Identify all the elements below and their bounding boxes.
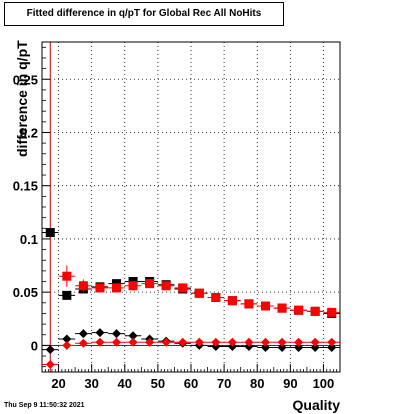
square-marker xyxy=(211,292,221,302)
diamond-marker xyxy=(95,337,105,347)
y-axis-label: difference in q/pT xyxy=(14,40,30,157)
diamond-marker xyxy=(128,337,138,347)
diamond-marker xyxy=(327,343,337,353)
diamond-marker xyxy=(45,345,55,355)
x-tick-label: 70 xyxy=(217,376,231,391)
x-tick-label: 100 xyxy=(313,376,335,391)
diamond-marker xyxy=(261,343,270,353)
diamond-marker xyxy=(178,337,188,347)
diamond-marker xyxy=(112,337,121,347)
y-tick-label: 0.05 xyxy=(13,285,38,300)
square-marker xyxy=(327,307,337,317)
x-tick-label: 80 xyxy=(250,376,264,391)
diamond-marker xyxy=(327,337,337,347)
square-marker xyxy=(261,301,270,311)
diamond-marker xyxy=(78,338,88,348)
square-marker xyxy=(310,306,320,316)
diamond-marker xyxy=(294,343,304,353)
square-marker xyxy=(161,281,171,291)
diamond-marker xyxy=(95,328,105,338)
x-tick-label: 20 xyxy=(51,376,65,391)
diamond-marker xyxy=(261,337,270,347)
x-tick-label: 60 xyxy=(184,376,198,391)
timestamp: Thu Sep 9 11:50:32 2021 xyxy=(4,402,85,409)
diamond-marker xyxy=(78,329,88,339)
square-marker xyxy=(128,281,138,291)
diamond-marker xyxy=(211,337,221,347)
square-marker xyxy=(62,290,72,300)
chart-title: Fitted difference in q/pT for Global Rec… xyxy=(4,2,284,26)
diamond-marker xyxy=(244,337,254,347)
x-tick-label: 50 xyxy=(151,376,165,391)
diamond-marker xyxy=(277,343,287,353)
square-marker xyxy=(62,271,72,281)
square-marker xyxy=(194,288,204,298)
diamond-marker xyxy=(227,337,237,347)
y-tick-label: 0.25 xyxy=(13,72,38,87)
square-marker xyxy=(145,279,155,289)
diamond-marker xyxy=(161,337,171,347)
square-marker xyxy=(178,283,188,293)
square-marker xyxy=(277,303,287,313)
y-tick-label: 0.2 xyxy=(20,125,38,140)
x-tick-label: 40 xyxy=(118,376,132,391)
square-marker xyxy=(45,228,55,238)
y-tick-label: 0 xyxy=(31,338,38,353)
diamond-marker xyxy=(112,329,121,339)
square-marker xyxy=(95,283,105,293)
diamond-marker xyxy=(62,334,72,344)
data-points xyxy=(42,228,340,370)
diamond-marker xyxy=(128,331,138,341)
diamond-marker xyxy=(45,360,55,370)
square-marker xyxy=(244,299,254,309)
diamond-marker xyxy=(62,340,72,350)
x-axis-label: Quality xyxy=(292,397,340,413)
y-tick-label: 0.1 xyxy=(20,232,38,247)
x-tick-label: 90 xyxy=(283,376,297,391)
diamond-marker xyxy=(145,337,155,347)
grid xyxy=(42,42,340,372)
axes: 20 30 40 50 60 70 80 90 100 0 0.05 0.1 0.15 0.2 0.25 xyxy=(13,46,341,391)
y-tick-label: 0.15 xyxy=(13,179,38,194)
diamond-marker xyxy=(310,343,320,353)
diamond-marker xyxy=(277,337,287,347)
square-marker xyxy=(78,281,88,291)
square-marker xyxy=(112,283,121,293)
diamond-marker xyxy=(194,337,204,347)
diamond-marker xyxy=(294,337,304,347)
x-tick-label: 30 xyxy=(84,376,98,391)
diamond-marker xyxy=(310,337,320,347)
square-marker xyxy=(294,305,304,315)
square-marker xyxy=(227,296,237,306)
